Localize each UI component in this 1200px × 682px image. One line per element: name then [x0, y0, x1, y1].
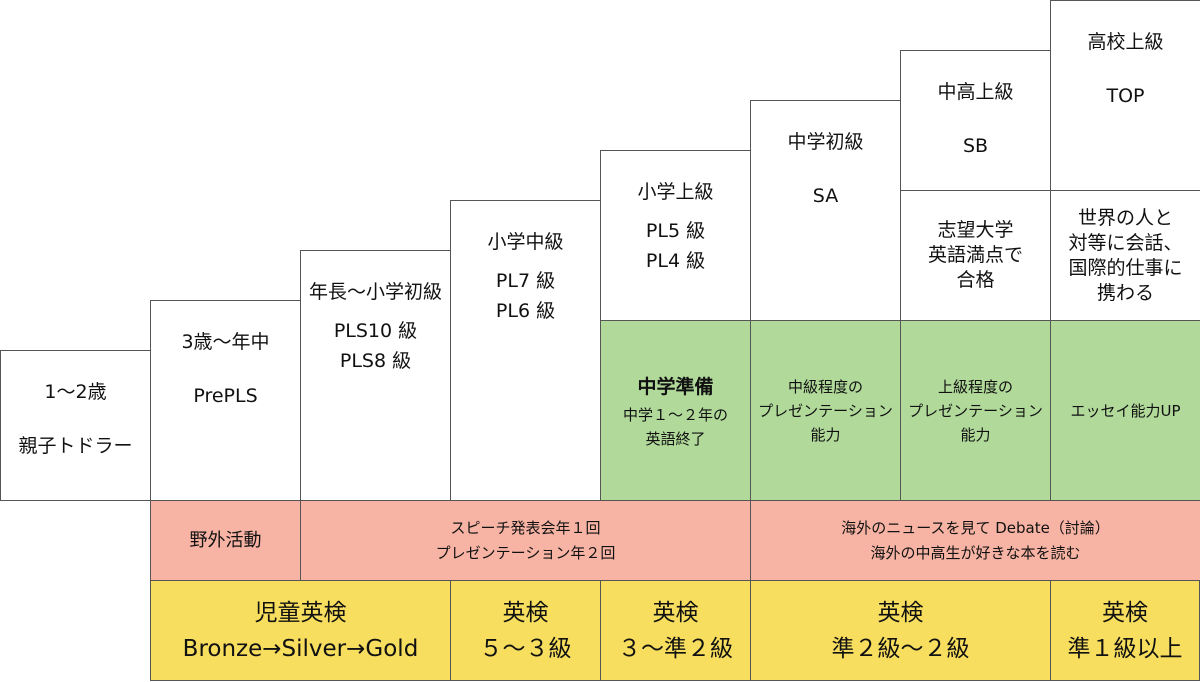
activity-line: プレゼンテーション年２回	[435, 543, 616, 562]
eiken-line: 準２級～２級	[831, 635, 970, 662]
target-line: 合格	[956, 269, 995, 291]
course-name: PL6 級	[495, 300, 556, 322]
course-name: PrePLS	[193, 385, 258, 407]
course-name: 親子トドラー	[18, 435, 133, 457]
step-box: 3歳～年中 PrePLS	[150, 300, 301, 501]
step-course: SA	[751, 161, 900, 231]
eiken-line: 英検	[877, 599, 924, 626]
activity-line: 海外の中高生が好きな本を読む	[870, 543, 1081, 562]
skill-line: プレゼンテーション	[908, 401, 1043, 420]
step-level: 小学上級	[637, 181, 714, 203]
step-level: 中高上級	[937, 81, 1014, 103]
step-course: SB	[901, 111, 1050, 181]
step-box: 小学上級 PL5 級 PL4 級	[600, 150, 751, 321]
step-level: 年長～小学初級	[308, 281, 442, 303]
step-box: 中学初級 SA	[750, 100, 901, 321]
activity-line: 野外活動	[189, 530, 262, 551]
step-box: 高校上級 TOP	[1050, 0, 1200, 191]
target-box: 世界の人と 対等に会話、 国際的仕事に 携わる	[1050, 190, 1200, 321]
target-line: 世界の人と	[1077, 206, 1173, 229]
eiken-line: 英検	[502, 599, 549, 626]
eiken-box: 英検 ３～準２級	[600, 580, 751, 681]
step-level: 3歳～年中	[181, 331, 270, 353]
activity-line: スピーチ発表会年１回	[450, 518, 601, 537]
course-name: PL4 級	[645, 250, 706, 272]
course-name: SA	[812, 185, 839, 207]
skill-line: 英語終了	[645, 429, 706, 448]
skill-line: 上級程度の	[937, 377, 1013, 396]
skill-line: 能力	[960, 425, 991, 444]
eiken-box: 英検 ５～３級	[450, 580, 601, 681]
step-box: 小学中級 PL7 級 PL6 級	[450, 200, 601, 501]
target-line: 携わる	[1096, 281, 1154, 304]
skill-line: プレゼンテーション	[758, 401, 893, 420]
step-course: PLS10 級 PLS8 級	[301, 311, 450, 381]
step-course: 親子トドラー	[1, 411, 150, 481]
course-name: PL7 級	[495, 270, 556, 292]
eiken-line: 準１級以上	[1067, 635, 1183, 662]
course-name: PLS8 級	[339, 350, 412, 372]
step-course: PL7 級 PL6 級	[451, 261, 600, 331]
activity-line: 海外のニュースを見て Debate（討論）	[841, 518, 1110, 537]
skill-box: 中級程度のプレゼンテーション 能力	[750, 320, 901, 501]
course-name: PLS10 級	[333, 320, 418, 342]
step-level: 小学中級	[487, 231, 564, 253]
skill-line: 中学１～２年の	[622, 405, 728, 424]
step-level: 高校上級	[1087, 31, 1164, 53]
eiken-line: ５～３級	[479, 635, 572, 662]
target-line: 英語満点で	[927, 244, 1023, 266]
skill-box: 中学準備中学１～２年の 英語終了	[600, 320, 751, 501]
target-line: 国際的仕事に	[1068, 256, 1183, 279]
eiken-box: 英検準２級～２級	[750, 580, 1051, 681]
skill-box: 上級程度のプレゼンテーション 能力	[900, 320, 1051, 501]
target-line: 志望大学	[937, 219, 1014, 241]
target-line: 対等に会話、	[1068, 231, 1183, 254]
step-level: 1～2歳	[44, 381, 107, 403]
skill-line: エッセイ能力UP	[1070, 401, 1181, 420]
skill-box: エッセイ能力UP	[1050, 320, 1200, 501]
course-name: PL5 級	[645, 220, 706, 242]
step-course: PL5 級 PL4 級	[601, 211, 750, 281]
eiken-line: ３～準２級	[618, 635, 733, 662]
target-box: 志望大学英語満点で合格	[900, 190, 1051, 321]
activity-box: 海外のニュースを見て Debate（討論） 海外の中高生が好きな本を読む	[750, 500, 1200, 581]
activity-box: 野外活動	[150, 500, 301, 581]
course-name: TOP	[1106, 85, 1145, 107]
skill-title: 中学準備	[637, 375, 714, 398]
step-level: 中学初級	[787, 131, 864, 153]
skill-line: 中級程度の	[787, 377, 863, 396]
step-box: 年長～小学初級 PLS10 級 PLS8 級	[300, 250, 451, 501]
step-box: 中高上級 SB	[900, 50, 1051, 191]
eiken-line: 児童英検	[254, 599, 347, 626]
course-name: SB	[962, 135, 989, 157]
eiken-line: 英検	[1102, 599, 1148, 626]
eiken-box: 児童英検 Bronze→Silver→Gold	[150, 580, 451, 681]
skill-line: 能力	[810, 425, 841, 444]
step-course: TOP	[1051, 61, 1200, 131]
step-box: 1～2歳親子トドラー	[0, 350, 151, 501]
eiken-box: 英検準１級以上	[1050, 580, 1200, 681]
activity-box: スピーチ発表会年１回 プレゼンテーション年２回	[300, 500, 751, 581]
step-course: PrePLS	[151, 361, 300, 431]
eiken-line: 英検	[652, 599, 699, 626]
eiken-line: Bronze→Silver→Gold	[182, 635, 419, 662]
